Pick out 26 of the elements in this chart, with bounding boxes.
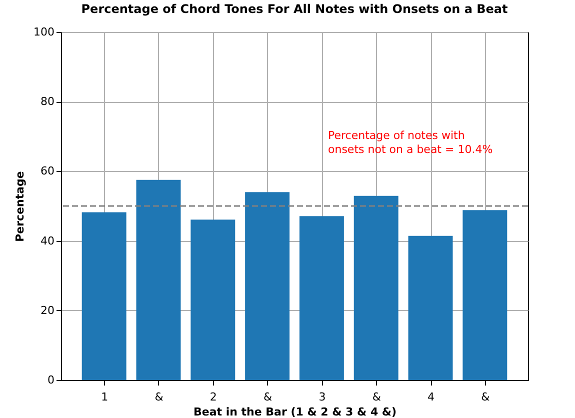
y-tick-label: 60	[40, 164, 54, 178]
x-tick-label: 1	[101, 390, 108, 404]
annotation: Percentage of notes with onsets not on a beat = 10.4%	[328, 129, 493, 156]
x-tick-label: &	[264, 390, 273, 404]
y-tick-label: 20	[40, 304, 54, 317]
bar	[299, 216, 344, 380]
bar	[408, 236, 453, 380]
y-tick-label: 40	[40, 234, 54, 248]
y-axis-title: Percentage	[14, 171, 27, 242]
x-tick-label: &	[154, 390, 164, 404]
bar	[136, 180, 181, 380]
x-axis-title: Beat in the Bar (1 & 2 & 3 & 4 &)	[193, 406, 397, 418]
y-tick-label: 0	[48, 374, 54, 386]
x-tick-label: 3	[318, 390, 326, 404]
bar	[82, 212, 126, 380]
x-tick-label: &	[372, 390, 382, 404]
bar	[190, 220, 236, 380]
bar	[462, 210, 508, 380]
bar	[354, 196, 398, 380]
y-tick-label: 100	[34, 26, 54, 38]
x-tick-label: 4	[428, 390, 435, 404]
x-tick-label: 2	[210, 390, 217, 404]
bar	[245, 192, 290, 380]
x-tick-label: &	[481, 390, 490, 404]
y-tick-label: 80	[40, 95, 54, 108]
chart-title: Percentage of Chord Tones For All Notes with Onsets on a Beat	[81, 2, 508, 16]
